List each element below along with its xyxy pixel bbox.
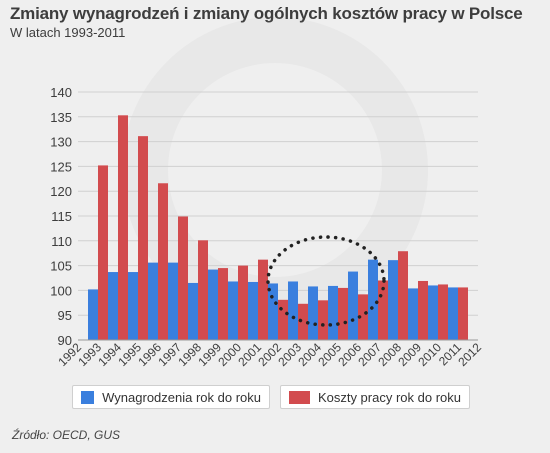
bar-costs	[418, 280, 428, 340]
bar-wages	[248, 281, 258, 340]
y-tick-label: 120	[50, 184, 72, 199]
bar-wages	[328, 285, 338, 340]
legend-label-wages: Wynagrodzenia rok do roku	[102, 389, 261, 405]
bar-wages	[108, 272, 118, 340]
bar-wages	[188, 282, 198, 340]
bar-wages	[308, 286, 318, 340]
bar-costs	[218, 268, 228, 340]
bar-costs	[338, 287, 348, 340]
y-tick-label: 105	[50, 259, 72, 274]
bar-wages	[288, 281, 298, 340]
chart-title: Zmiany wynagrodzeń i zmiany ogólnych kos…	[10, 4, 523, 23]
bar-wages	[228, 281, 238, 340]
legend-swatch-costs	[289, 390, 310, 404]
x-tick-label: 2012	[455, 340, 484, 369]
x-axis: 1992199319941995199619971998199920002001…	[55, 339, 484, 369]
bar-wages	[208, 269, 218, 340]
legend-swatch-wages	[81, 390, 95, 404]
bar-wages	[408, 288, 418, 340]
y-tick-label: 135	[50, 110, 72, 125]
bar-wages	[88, 289, 98, 340]
bar-costs	[138, 136, 148, 340]
bar-wages	[388, 260, 398, 340]
bar-costs	[438, 284, 448, 340]
bar-costs	[458, 287, 468, 340]
bar-costs	[298, 303, 308, 340]
y-axis: 90 95 100 105 110 115 120 125 130 135 140	[50, 85, 72, 348]
bar-costs	[178, 216, 188, 340]
bar-wages	[168, 262, 178, 340]
highlight-dotted-circle	[266, 235, 386, 327]
bar-costs	[398, 251, 408, 340]
bar-costs	[378, 280, 388, 340]
bar-costs	[278, 299, 288, 340]
bar-costs	[98, 165, 108, 340]
y-tick-label: 130	[50, 135, 72, 150]
bar-costs	[118, 115, 128, 340]
source-note: Źródło: OECD, GUS	[12, 428, 121, 442]
bar-wages	[448, 287, 458, 340]
chart-subtitle: W latach 1993-2011	[10, 25, 126, 40]
y-tick-label: 115	[51, 209, 72, 224]
y-tick-label: 110	[51, 234, 72, 249]
y-tick-label: 100	[50, 283, 72, 298]
bar-costs	[238, 265, 248, 340]
bar-costs	[318, 300, 328, 340]
legend-item-wages: Wynagrodzenia rok do roku	[72, 385, 270, 409]
bar-wages	[268, 283, 278, 340]
bar-costs	[198, 240, 208, 340]
legend-item-costs: Koszty pracy rok do roku	[280, 385, 470, 409]
bar-costs	[258, 259, 268, 340]
bar-wages	[368, 259, 378, 340]
bar-wages	[148, 262, 158, 340]
bars	[88, 115, 468, 340]
y-tick-label: 125	[50, 159, 72, 174]
y-tick-label: 90	[58, 333, 72, 348]
y-tick-label: 140	[50, 85, 72, 100]
bar-wages	[128, 272, 138, 340]
bar-costs	[358, 294, 368, 340]
legend-label-costs: Koszty pracy rok do roku	[317, 389, 461, 405]
bar-wages	[428, 285, 438, 340]
y-tick-label: 95	[58, 308, 72, 323]
bar-wages	[348, 271, 358, 340]
bar-costs	[158, 183, 168, 340]
